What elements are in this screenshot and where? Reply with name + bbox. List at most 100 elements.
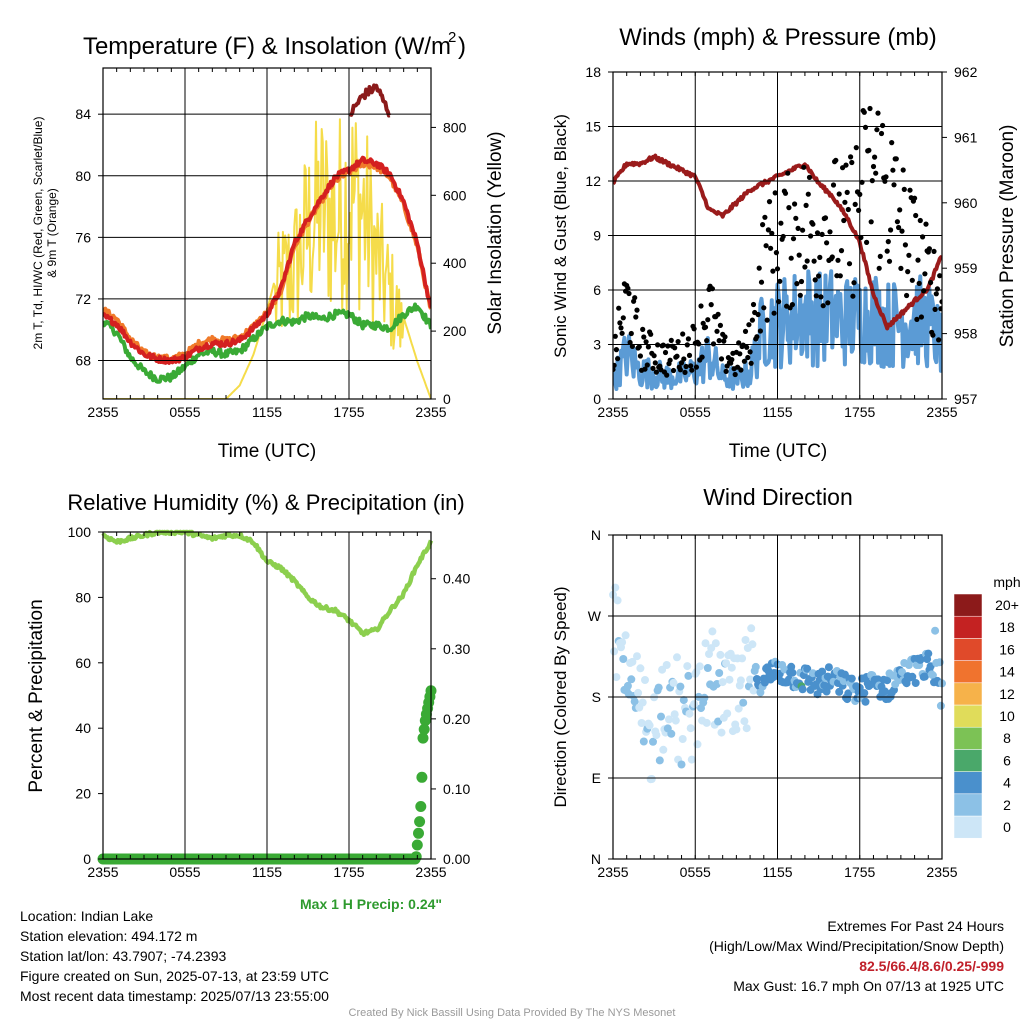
- gust-point: [644, 362, 650, 368]
- gust-point: [875, 110, 881, 116]
- y2-tick-label: 800: [443, 119, 467, 135]
- gust-point: [664, 372, 670, 378]
- gust-point: [785, 170, 791, 176]
- gust-point: [897, 207, 903, 213]
- direction-point: [633, 652, 641, 661]
- y2-axis-label: Solar Insolation (Yellow): [485, 131, 506, 334]
- colorbar-label: 4: [1003, 775, 1011, 791]
- gust-point: [613, 333, 618, 339]
- x-tick-label: 2355: [926, 404, 957, 420]
- direction-point: [920, 672, 929, 681]
- gust-point: [914, 316, 920, 322]
- title-close: ): [458, 33, 466, 60]
- y-tick-label: W: [588, 608, 602, 624]
- extremes-values: 82.5/66.4/8.6/0.25/-999: [859, 958, 1004, 974]
- gust-point: [870, 163, 877, 170]
- created-label: Figure created on Sun, 2025-07-13, at 23…: [20, 968, 329, 984]
- y-tick-label: 0: [83, 851, 91, 867]
- x-tick-label: 1755: [333, 864, 364, 880]
- y2-tick-label: 0.00: [443, 851, 470, 867]
- gust-point: [909, 277, 915, 283]
- gust-point: [850, 293, 856, 299]
- precip-point: [418, 723, 430, 735]
- direction-point: [701, 639, 710, 648]
- gust-point: [682, 369, 688, 375]
- gust-point: [745, 354, 751, 361]
- direction-point: [687, 755, 696, 764]
- gust-point: [864, 239, 870, 245]
- direction-point: [684, 671, 693, 680]
- gust-point: [930, 332, 936, 338]
- gust-point: [916, 280, 922, 286]
- direction-point: [654, 683, 663, 692]
- gust-point: [912, 195, 918, 201]
- y-tick-label: 40: [75, 720, 91, 736]
- gust-point: [845, 206, 851, 213]
- recent-timestamp-label: Most recent data timestamp: 2025/07/13 2…: [20, 988, 329, 1004]
- gust-point: [896, 224, 902, 231]
- colorbar-label: 0: [1003, 819, 1011, 835]
- gust-point: [788, 255, 794, 261]
- gust-point: [716, 338, 722, 344]
- gust-point: [835, 257, 841, 263]
- colorbar-swatch: [953, 593, 983, 617]
- gust-point: [680, 331, 686, 337]
- x-tick-label: 0555: [680, 404, 711, 420]
- direction-point: [636, 664, 645, 673]
- y2-tick-label: 0.40: [443, 571, 470, 587]
- gust-point: [650, 365, 656, 371]
- y-tick-label: 80: [75, 168, 91, 184]
- precip-point: [416, 771, 428, 783]
- x-tick-label: 0555: [169, 864, 200, 880]
- y2-tick-label: 957: [954, 391, 978, 407]
- gust-point: [763, 243, 769, 249]
- direction-point: [621, 631, 630, 640]
- direction-point: [727, 663, 736, 672]
- gust-point: [849, 159, 855, 166]
- direction-point: [679, 696, 688, 705]
- direction-point: [711, 639, 720, 648]
- colorbar-swatch: [953, 682, 983, 706]
- colorbar-swatch: [953, 726, 983, 750]
- gust-point: [653, 369, 660, 375]
- colorbar-swatch: [953, 660, 983, 684]
- gust-point: [738, 367, 744, 373]
- gust-point: [852, 201, 858, 207]
- gust-point: [634, 307, 640, 313]
- series-hi: [349, 83, 391, 118]
- precip-point: [414, 816, 426, 828]
- x-tick-label: 1155: [252, 404, 282, 420]
- gust-point: [770, 268, 776, 274]
- gust-point: [888, 227, 894, 233]
- x-tick-label: 2355: [415, 404, 446, 420]
- direction-point: [714, 717, 723, 726]
- direction-point: [936, 701, 945, 710]
- y-tick-label: 6: [593, 282, 601, 298]
- direction-point: [732, 725, 741, 734]
- gust-point: [798, 278, 805, 285]
- direction-point: [803, 664, 812, 673]
- gust-point: [670, 367, 677, 374]
- gust-point: [893, 156, 899, 162]
- gust-point: [872, 154, 878, 160]
- direction-point: [788, 668, 797, 677]
- direction-point: [723, 709, 732, 718]
- gust-point: [880, 122, 886, 129]
- direction-point: [748, 640, 757, 649]
- gust-point: [754, 334, 760, 340]
- gust-point: [747, 349, 753, 355]
- gust-point: [757, 328, 764, 334]
- direction-point: [671, 716, 680, 725]
- direction-point: [638, 698, 647, 707]
- y-axis-label-line2: & 9m T (Orange): [45, 188, 59, 278]
- gust-point: [678, 360, 685, 366]
- direction-point: [619, 655, 628, 663]
- direction-point: [676, 682, 685, 691]
- gust-point: [636, 344, 642, 350]
- gust-point: [762, 214, 768, 220]
- gust-point: [883, 174, 889, 180]
- direction-point: [747, 624, 756, 633]
- gust-point: [933, 291, 939, 297]
- direction-point: [736, 676, 745, 685]
- gust-point: [619, 330, 625, 336]
